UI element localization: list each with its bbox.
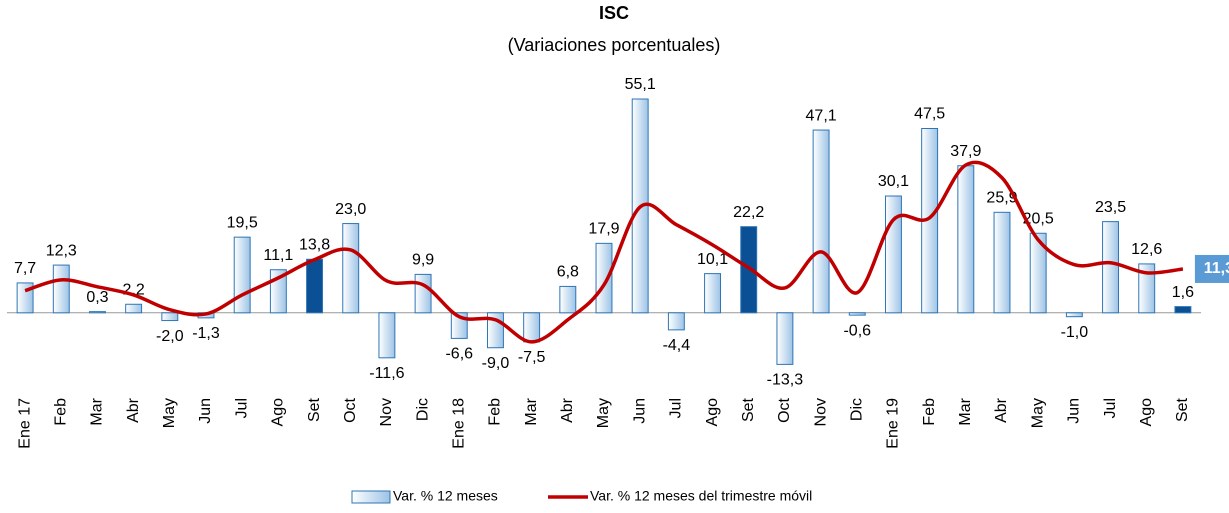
bar: [306, 258, 324, 314]
bar: [776, 312, 794, 365]
bar: [704, 273, 722, 314]
x-tick-label: Oct: [342, 397, 359, 422]
data-label: 37,9: [950, 143, 981, 160]
bar: [884, 195, 902, 314]
data-label: 47,1: [806, 107, 837, 124]
x-tick-label: Jul: [1102, 398, 1119, 418]
bar: [1029, 232, 1047, 314]
x-tick-label: Feb: [921, 398, 938, 426]
data-label: -4,4: [663, 337, 691, 354]
x-tick-label: Jun: [1066, 398, 1083, 424]
bar: [523, 312, 541, 343]
bar: [812, 129, 830, 314]
bar: [125, 303, 143, 314]
data-label: 23,0: [335, 201, 366, 218]
x-tick-label: Ene 18: [450, 398, 467, 449]
x-tick-label: Ago: [704, 398, 721, 427]
x-tick-label: Jul: [233, 398, 250, 418]
bar: [88, 311, 106, 314]
bar: [993, 211, 1011, 314]
x-tick-label: Ago: [1138, 398, 1155, 427]
data-label: 17,9: [588, 221, 619, 238]
chart-subtitle: (Variaciones porcentuales): [508, 35, 721, 55]
bar: [161, 312, 179, 322]
x-tick-label: Mar: [89, 397, 106, 425]
x-tick-label: May: [1029, 398, 1046, 428]
bar: [1102, 221, 1120, 314]
data-label: 22,2: [733, 204, 764, 221]
chart-title: ISC: [599, 3, 629, 23]
data-label: 12,6: [1131, 241, 1162, 258]
data-label: -7,5: [518, 349, 546, 366]
bar: [595, 242, 613, 314]
data-label: 55,1: [625, 76, 656, 93]
x-tick-label: Dic: [414, 398, 431, 421]
x-tick-label: Nov: [378, 398, 395, 426]
x-tick-label: Jun: [197, 398, 214, 424]
legend-swatch: [351, 490, 391, 504]
x-tick-label: Ago: [270, 398, 287, 427]
bar: [1138, 263, 1156, 314]
data-label: -0,6: [843, 322, 871, 339]
x-tick-label: May: [595, 398, 612, 428]
x-tick-label: Ene 19: [885, 398, 902, 449]
data-label: -11,6: [369, 365, 404, 382]
x-tick-label: Set: [306, 397, 323, 422]
bar: [1065, 312, 1083, 318]
data-label: -1,3: [192, 325, 220, 342]
bar: [559, 285, 577, 314]
x-tick-label: Feb: [52, 398, 69, 426]
data-label: 20,5: [1023, 210, 1054, 227]
legend-label: Var. % 12 meses del trimestre móvil: [590, 488, 812, 504]
bar: [957, 165, 975, 314]
bar: [1174, 306, 1192, 314]
data-label: 11,1: [263, 247, 293, 264]
data-label: -1,0: [1061, 324, 1089, 341]
x-tick-label: Dic: [848, 398, 865, 421]
x-tick-label: Ene 17: [16, 398, 33, 449]
bar: [667, 312, 685, 331]
data-label: -6,6: [445, 346, 473, 363]
x-tick-label: Jun: [631, 398, 648, 424]
legend-label: Var. % 12 meses: [393, 488, 498, 504]
end-label-box: [1194, 254, 1229, 283]
end-label: 11,3: [1204, 260, 1229, 277]
data-label: 6,8: [557, 264, 579, 281]
data-label: 23,5: [1095, 199, 1126, 216]
x-tick-label: Set: [740, 397, 757, 422]
data-label: 25,9: [986, 190, 1017, 207]
data-label: -9,0: [482, 355, 510, 372]
data-label: 47,5: [914, 106, 945, 123]
bar: [848, 312, 866, 316]
x-tick-label: Mar: [957, 397, 974, 425]
bar: [378, 312, 396, 359]
bar: [414, 273, 432, 314]
x-tick-label: Abr: [559, 397, 576, 423]
data-label: -2,0: [156, 328, 184, 345]
x-tick-label: Feb: [487, 398, 504, 426]
data-label: 30,1: [878, 173, 909, 190]
data-label: 9,9: [412, 252, 434, 269]
data-label: 12,3: [46, 242, 77, 259]
x-tick-label: Mar: [523, 397, 540, 425]
x-tick-label: Nov: [812, 398, 829, 426]
x-tick-label: Set: [1174, 397, 1191, 422]
data-label: 10,1: [697, 251, 728, 268]
data-label: 1,6: [1172, 284, 1194, 301]
data-label: 0,3: [86, 289, 108, 306]
data-label: -13,3: [767, 372, 804, 389]
x-tick-label: Oct: [776, 397, 793, 422]
x-tick-label: Abr: [125, 397, 142, 423]
bar: [233, 236, 251, 314]
x-tick-label: May: [161, 398, 178, 428]
bar: [52, 264, 70, 314]
bar: [342, 223, 360, 314]
line: [24, 160, 1184, 344]
data-label: 13,8: [299, 236, 330, 253]
x-tick-label: Abr: [993, 397, 1010, 423]
data-label: 19,5: [227, 214, 258, 231]
x-tick-label: Jul: [668, 398, 685, 418]
data-label: 7,7: [14, 260, 36, 277]
